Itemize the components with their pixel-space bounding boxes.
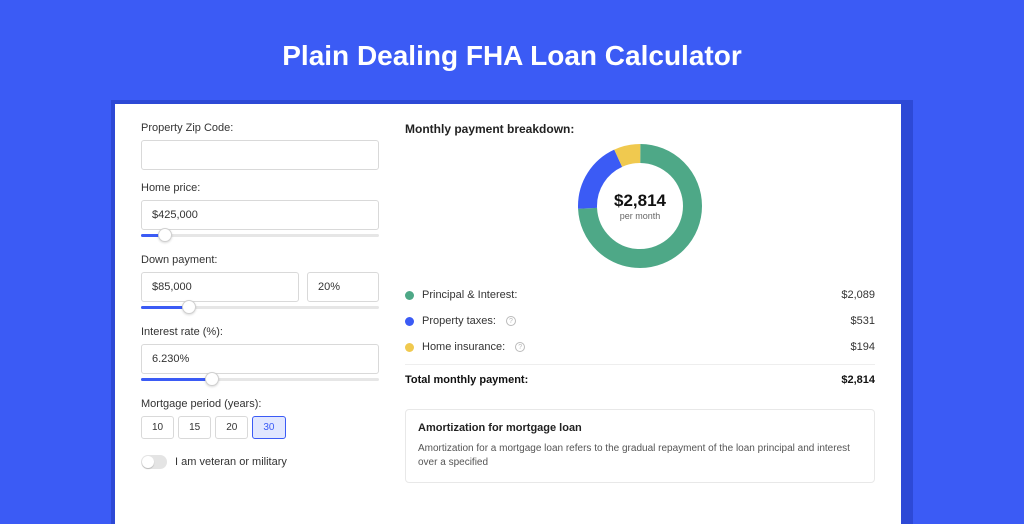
veteran-label: I am veteran or military bbox=[175, 456, 287, 468]
amortization-card: Amortization for mortgage loan Amortizat… bbox=[405, 409, 875, 483]
card-shadow: Property Zip Code: Home price: Down paym… bbox=[111, 100, 913, 524]
amortization-title: Amortization for mortgage loan bbox=[418, 422, 862, 434]
form-panel: Property Zip Code: Home price: Down paym… bbox=[141, 122, 379, 506]
down-payment-slider[interactable] bbox=[141, 300, 379, 314]
mortgage-period-segment: 10152030 bbox=[141, 416, 379, 439]
breakdown-panel: Monthly payment breakdown: $2,814 per mo… bbox=[405, 122, 875, 506]
mortgage-period-option[interactable]: 15 bbox=[178, 416, 211, 439]
donut-area: $2,814 per month bbox=[405, 144, 875, 268]
home-price-group: Home price: bbox=[141, 182, 379, 242]
mortgage-period-option[interactable]: 10 bbox=[141, 416, 174, 439]
legend-dot bbox=[405, 343, 414, 352]
home-price-input[interactable] bbox=[141, 200, 379, 230]
donut-center: $2,814 per month bbox=[578, 144, 702, 268]
interest-rate-input[interactable] bbox=[141, 344, 379, 374]
total-row: Total monthly payment: $2,814 bbox=[405, 364, 875, 395]
zip-input[interactable] bbox=[141, 140, 379, 170]
slider-thumb[interactable] bbox=[205, 372, 219, 386]
veteran-row: I am veteran or military bbox=[141, 455, 379, 469]
slider-fill bbox=[141, 378, 212, 381]
zip-field-group: Property Zip Code: bbox=[141, 122, 379, 170]
line-item-label: Home insurance: bbox=[422, 341, 505, 353]
down-payment-label: Down payment: bbox=[141, 254, 379, 266]
line-item-label: Principal & Interest: bbox=[422, 289, 517, 301]
total-label: Total monthly payment: bbox=[405, 374, 528, 386]
slider-track bbox=[141, 234, 379, 237]
veteran-toggle[interactable] bbox=[141, 455, 167, 469]
interest-rate-group: Interest rate (%): bbox=[141, 326, 379, 386]
donut-sub: per month bbox=[620, 211, 661, 221]
mortgage-period-label: Mortgage period (years): bbox=[141, 398, 379, 410]
slider-thumb[interactable] bbox=[182, 300, 196, 314]
home-price-label: Home price: bbox=[141, 182, 379, 194]
mortgage-period-group: Mortgage period (years): 10152030 bbox=[141, 398, 379, 439]
line-item-label: Property taxes: bbox=[422, 315, 496, 327]
line-item-amount: $2,089 bbox=[841, 289, 875, 301]
line-item-amount: $531 bbox=[851, 315, 875, 327]
line-item-amount: $194 bbox=[851, 341, 875, 353]
breakdown-line-item: Home insurance:? $194 bbox=[405, 334, 875, 360]
breakdown-line-item: Principal & Interest: $2,089 bbox=[405, 282, 875, 308]
breakdown-title: Monthly payment breakdown: bbox=[405, 122, 875, 136]
toggle-knob bbox=[142, 456, 154, 468]
page-title: Plain Dealing FHA Loan Calculator bbox=[282, 40, 741, 72]
donut-chart: $2,814 per month bbox=[578, 144, 702, 268]
calculator-card: Property Zip Code: Home price: Down paym… bbox=[115, 104, 901, 524]
down-payment-pct-input[interactable] bbox=[307, 272, 379, 302]
line-item-left: Principal & Interest: bbox=[405, 289, 517, 301]
line-items: Principal & Interest: $2,089 Property taxe… bbox=[405, 282, 875, 360]
line-item-left: Home insurance:? bbox=[405, 341, 525, 353]
down-payment-group: Down payment: bbox=[141, 254, 379, 314]
total-amount: $2,814 bbox=[841, 374, 875, 386]
page-root: Plain Dealing FHA Loan Calculator Proper… bbox=[0, 0, 1024, 512]
mortgage-period-option[interactable]: 20 bbox=[215, 416, 248, 439]
mortgage-period-option[interactable]: 30 bbox=[252, 416, 285, 439]
breakdown-line-item: Property taxes:? $531 bbox=[405, 308, 875, 334]
amortization-text: Amortization for a mortgage loan refers … bbox=[418, 442, 862, 470]
slider-thumb[interactable] bbox=[158, 228, 172, 242]
down-payment-input[interactable] bbox=[141, 272, 299, 302]
info-icon[interactable]: ? bbox=[506, 316, 516, 326]
legend-dot bbox=[405, 317, 414, 326]
zip-label: Property Zip Code: bbox=[141, 122, 379, 134]
line-item-left: Property taxes:? bbox=[405, 315, 516, 327]
legend-dot bbox=[405, 291, 414, 300]
interest-rate-slider[interactable] bbox=[141, 372, 379, 386]
info-icon[interactable]: ? bbox=[515, 342, 525, 352]
home-price-slider[interactable] bbox=[141, 228, 379, 242]
donut-amount: $2,814 bbox=[614, 191, 666, 211]
interest-rate-label: Interest rate (%): bbox=[141, 326, 379, 338]
